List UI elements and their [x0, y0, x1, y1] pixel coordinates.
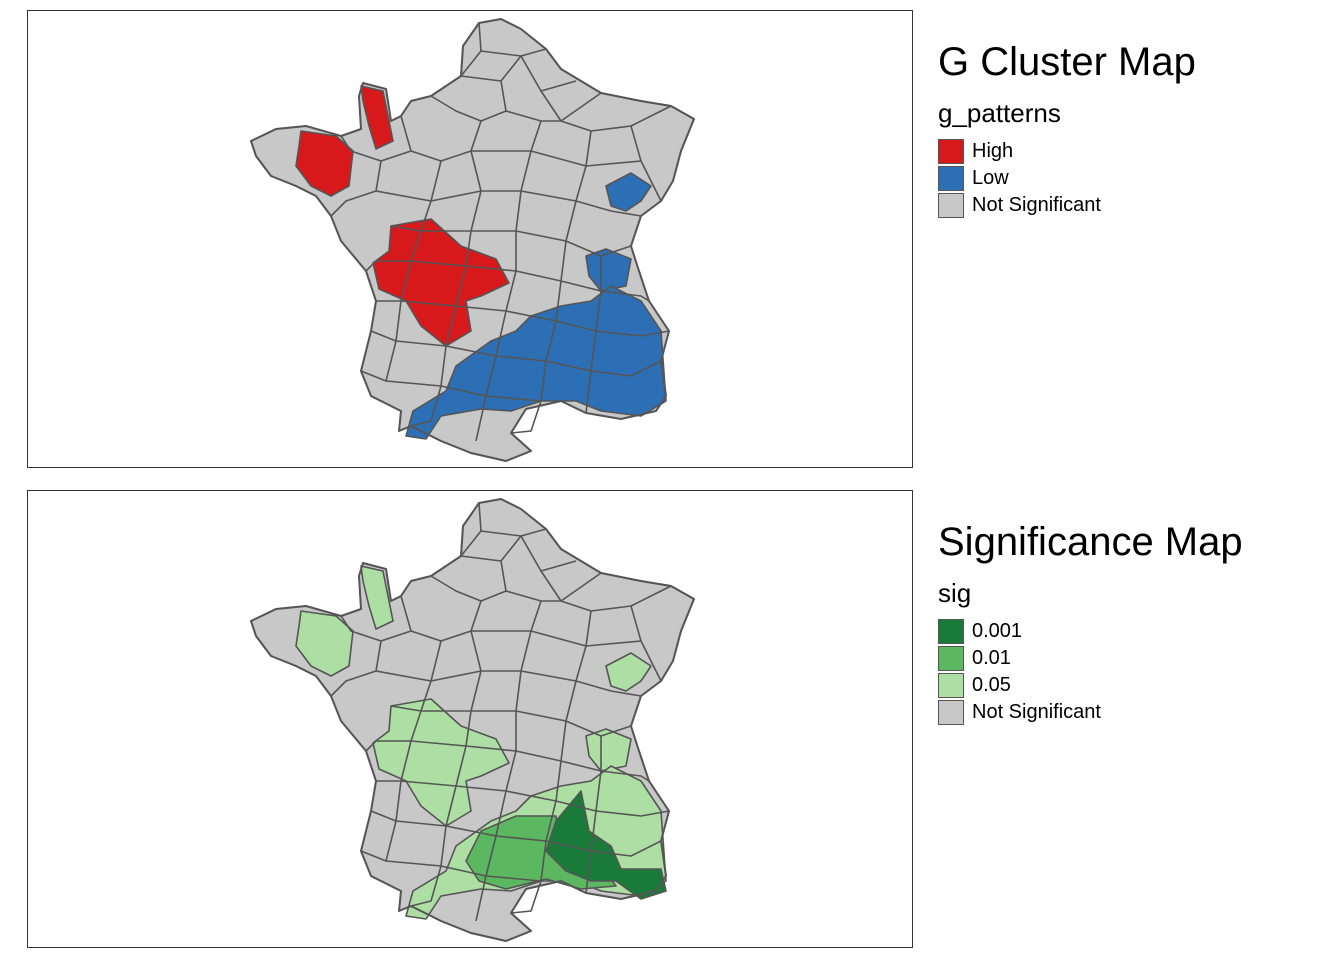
- legend-swatch: [938, 193, 964, 218]
- department-border: [330, 160, 382, 217]
- department-border: [585, 370, 592, 414]
- legend-item-0-001: 0.001: [938, 618, 1338, 645]
- cluster-region: [605, 652, 652, 692]
- significance-map: [250, 498, 695, 942]
- department-border: [590, 840, 662, 857]
- department-border: [595, 810, 670, 817]
- legend-label: Not Significant: [972, 194, 1101, 216]
- department-border: [505, 585, 672, 612]
- legend-item-not-significant: Not Significant: [938, 192, 1338, 219]
- department-border: [410, 865, 442, 907]
- department-border: [575, 680, 642, 697]
- department-border: [330, 640, 382, 697]
- department-border: [640, 640, 662, 682]
- cluster-region: [585, 728, 632, 772]
- cluster-region: [545, 790, 667, 900]
- department-border: [575, 200, 642, 217]
- legend-item-0-01: 0.01: [938, 645, 1338, 672]
- legend-swatch: [938, 166, 964, 191]
- legend-swatch: [938, 673, 964, 698]
- department-border: [340, 135, 412, 162]
- legend-label: Not Significant: [972, 701, 1101, 723]
- legend-label: 0.05: [972, 674, 1011, 696]
- legend-swatch: [938, 139, 964, 164]
- legend-item-not-significant: Not Significant: [938, 699, 1338, 726]
- department-border: [600, 290, 650, 302]
- department-border: [505, 105, 672, 132]
- legend-swatch: [938, 700, 964, 725]
- map-title: G Cluster Map: [938, 40, 1196, 84]
- legend-swatch: [938, 646, 964, 671]
- legend-variable: sig: [938, 578, 972, 608]
- g-cluster-legend: G Cluster Map g_patterns High Low Not Si…: [938, 40, 1338, 219]
- cluster-region: [372, 698, 510, 827]
- department-border: [510, 400, 542, 434]
- cluster-region: [295, 130, 354, 197]
- cluster-region: [360, 85, 394, 150]
- department-border: [585, 850, 592, 894]
- france-outline: [250, 498, 695, 942]
- department-border: [365, 230, 422, 272]
- cluster-region: [295, 610, 354, 677]
- cluster-region: [372, 218, 510, 347]
- department-border: [595, 330, 670, 337]
- department-border: [340, 615, 412, 642]
- legend-swatch: [938, 619, 964, 644]
- department-border: [410, 385, 442, 427]
- france-outline: [250, 18, 695, 462]
- legend-variable: g_patterns: [938, 98, 1061, 128]
- department-border: [640, 160, 662, 202]
- department-border: [475, 395, 487, 442]
- department-border: [510, 880, 542, 914]
- legend-item-high: High: [938, 138, 1338, 165]
- department-border: [475, 875, 487, 922]
- g-cluster-map: [250, 18, 695, 462]
- cluster-region: [585, 248, 632, 292]
- cluster-region: [605, 172, 652, 212]
- legend-label: High: [972, 140, 1014, 162]
- legend-item-low: Low: [938, 165, 1338, 192]
- map-title: Significance Map: [938, 520, 1243, 564]
- legend-label: 0.001: [972, 620, 1023, 642]
- significance-legend: Significance Map sig 0.001 0.01 0.05 Not…: [938, 520, 1338, 726]
- cluster-region: [360, 565, 394, 630]
- legend-label: Low: [972, 167, 1009, 189]
- g-cluster-map-panel: [27, 10, 913, 468]
- department-border: [590, 360, 662, 377]
- significance-map-panel: [27, 490, 913, 948]
- department-border: [600, 770, 650, 782]
- department-border: [365, 710, 422, 752]
- legend-item-0-05: 0.05: [938, 672, 1338, 699]
- legend-label: 0.01: [972, 647, 1011, 669]
